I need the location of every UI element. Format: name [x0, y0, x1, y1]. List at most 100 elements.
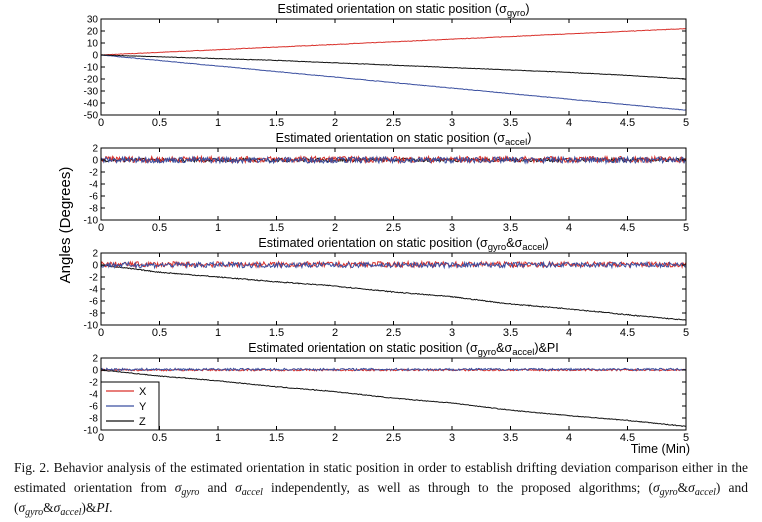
y-tick-label: -10: [84, 216, 99, 227]
title-part: σ: [497, 131, 505, 145]
plot-frame: [100, 18, 687, 116]
y-tick-label: 2: [92, 354, 98, 365]
x-tick-label: 0: [98, 327, 104, 339]
y-tick-label: -30: [84, 87, 99, 98]
title-part: Estimated orientation on static position…: [258, 236, 480, 250]
x-tick-label: 0: [98, 117, 104, 129]
caption-text: .: [109, 500, 113, 515]
x-tick-label: 1: [215, 327, 221, 339]
title-part: &: [496, 341, 505, 355]
x-tick-label: 4: [566, 222, 572, 234]
x-tick-label: 2: [332, 222, 338, 234]
x-tick-label: 0.5: [152, 222, 167, 234]
legend-label-x: X: [139, 386, 147, 398]
x-tick-label: 3.5: [503, 117, 518, 129]
x-tick-label: 3: [449, 432, 455, 444]
y-tick-label: -2: [89, 168, 98, 179]
title-part: ): [527, 131, 531, 145]
title-part: accel: [522, 242, 544, 253]
y-tick-label: -10: [84, 426, 99, 437]
x-tick-label: 3.5: [503, 327, 518, 339]
title-part: gyro: [488, 242, 506, 253]
legend: XYZ: [100, 381, 160, 431]
title-part: σ: [515, 236, 523, 250]
title-part: σ: [504, 341, 512, 355]
caption-text: Fig. 2. Behavior analysis of the estimat…: [14, 460, 748, 495]
x-tick-label: 1: [215, 432, 221, 444]
x-tick-label: 2.5: [386, 222, 401, 234]
x-tick-label: 5: [683, 222, 689, 234]
title-part: gyro: [478, 347, 496, 358]
y-tick-label: -6: [89, 402, 98, 413]
caption-symbol: σ: [688, 480, 695, 495]
title-part: gyro: [507, 8, 525, 19]
y-tick-label: -20: [84, 75, 99, 86]
figure: Angles (Degrees) Estimated orientation o…: [57, 2, 690, 456]
y-tick-label: 20: [87, 27, 99, 38]
subplot-title: Estimated orientation on static position…: [277, 2, 529, 19]
series-line-y: [100, 260, 687, 270]
y-tick-label: 0: [92, 156, 98, 167]
title-part: ): [544, 236, 548, 250]
subplot-2: Estimated orientation on static position…: [84, 131, 690, 234]
x-tick-label: 4.5: [620, 117, 635, 129]
x-tick-label: 2.5: [386, 327, 401, 339]
x-tick-label: 1: [215, 117, 221, 129]
caption-symbol: PI: [96, 500, 110, 515]
x-tick-label: 3: [449, 327, 455, 339]
y-tick-label: -6: [89, 192, 98, 203]
y-tick-label: 0: [92, 51, 98, 62]
caption-sub: gyro: [25, 507, 44, 518]
y-tick-label: -10: [84, 63, 99, 74]
x-tick-label: 0.5: [152, 432, 167, 444]
subplot-1: Estimated orientation on static position…: [84, 2, 690, 129]
title-part: σ: [470, 341, 478, 355]
y-tick-label: 2: [92, 249, 98, 260]
x-tick-label: 4: [566, 117, 572, 129]
x-tick-label: 0.5: [152, 117, 167, 129]
y-tick-label: -4: [89, 390, 98, 401]
title-part: Estimated orientation on static position…: [248, 341, 470, 355]
x-axis-label: Time (Min): [631, 442, 690, 456]
caption-text: )&: [81, 500, 97, 515]
y-axis-label: Angles (Degrees): [57, 167, 74, 284]
x-tick-label: 1.5: [269, 222, 284, 234]
y-tick-label: -4: [89, 285, 98, 296]
x-tick-label: 2.5: [386, 432, 401, 444]
caption-sub: accel: [694, 487, 716, 498]
series-line-z: [101, 264, 687, 321]
x-tick-label: 2.5: [386, 117, 401, 129]
x-tick-label: 4: [566, 327, 572, 339]
caption-symbol: σ: [235, 480, 242, 495]
y-tick-label: 0: [92, 366, 98, 377]
caption-symbol: σ: [18, 500, 26, 515]
title-part: accel: [505, 137, 527, 148]
y-tick-label: -50: [84, 111, 99, 122]
series-line-z: [100, 369, 687, 427]
x-tick-label: 3.5: [503, 432, 518, 444]
subplot-3: Estimated orientation on static position…: [84, 236, 690, 339]
subplot-4: Estimated orientation on static position…: [84, 341, 690, 456]
x-tick-label: 0: [98, 432, 104, 444]
x-tick-label: 1.5: [269, 327, 284, 339]
caption-text: &: [43, 500, 54, 515]
y-tick-label: 0: [92, 261, 98, 272]
subplot-title: Estimated orientation on static position…: [258, 236, 548, 253]
title-part: Estimated orientation on static position…: [276, 131, 498, 145]
title-part: )&PI: [534, 341, 558, 355]
caption-symbol: σ: [53, 500, 61, 515]
x-tick-label: 4.5: [620, 327, 635, 339]
caption-text: and: [199, 480, 236, 495]
legend-label-z: Z: [139, 416, 146, 428]
title-part: ): [525, 2, 529, 16]
y-tick-label: -4: [89, 180, 98, 191]
y-tick-label: -10: [84, 321, 99, 332]
x-tick-label: 4.5: [620, 222, 635, 234]
subplot-title: Estimated orientation on static position…: [276, 131, 532, 148]
caption-sub: gyro: [659, 487, 678, 498]
caption-symbol: σ: [652, 480, 660, 495]
caption-symbol: σ: [174, 480, 182, 495]
x-tick-label: 1: [215, 222, 221, 234]
x-tick-label: 0: [98, 222, 104, 234]
x-tick-label: 5: [683, 327, 689, 339]
